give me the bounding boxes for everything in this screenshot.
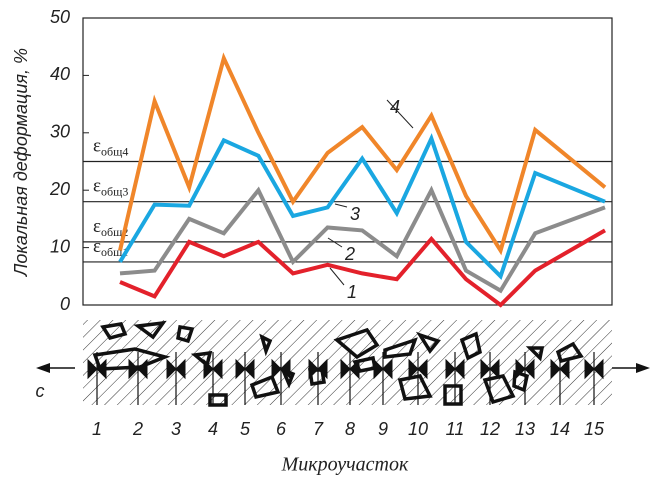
y-tick-label: 50 (50, 7, 70, 27)
y-tick-label: 30 (50, 122, 70, 142)
leader-line (328, 238, 342, 247)
reference-sub: общ4 (101, 144, 128, 158)
x-tick-label: 1 (92, 419, 102, 439)
x-tick-label: 12 (480, 419, 500, 439)
reference-symbol: ε (93, 136, 101, 157)
arrow-head (636, 363, 650, 373)
x-tick-label: 15 (584, 419, 605, 439)
arrow-head (36, 363, 50, 373)
reference-symbol: ε (93, 216, 101, 237)
x-tick-label: 11 (446, 419, 465, 439)
leader-line (330, 268, 344, 285)
x-tick-label: 13 (515, 419, 535, 439)
x-axis-title: Микроучасток (281, 454, 409, 476)
leader-line (335, 204, 347, 207)
series-label: 1 (347, 282, 357, 302)
x-tick-label: 10 (408, 419, 428, 439)
reference-sub: общ3 (101, 184, 128, 198)
y-tick-label: 20 (49, 179, 70, 199)
series-line (120, 139, 605, 277)
y-tick-label: 40 (50, 64, 70, 84)
x-tick-label: 9 (378, 419, 388, 439)
x-tick-label: 5 (240, 419, 251, 439)
y-axis-title: Локальная деформация, % (11, 48, 31, 277)
x-tick-label: 14 (550, 419, 570, 439)
reference-label: εобщ3 (93, 176, 128, 198)
y-tick-label: 0 (60, 294, 70, 314)
x-tick-label: 7 (313, 419, 324, 439)
x-tick-label: 3 (171, 419, 181, 439)
y-tick-label: 10 (50, 236, 70, 256)
x-tick-label: 4 (208, 419, 218, 439)
chart: c Локальная деформация, % Микроучасток 0… (0, 0, 652, 482)
reference-label: εобщ4 (93, 136, 128, 158)
reference-symbol: ε (93, 176, 101, 197)
x-tick-label: 6 (276, 419, 287, 439)
series-label: 3 (350, 204, 360, 224)
reference-symbol: ε (93, 236, 101, 257)
x-tick-label: 8 (345, 419, 355, 439)
side-label: c (36, 381, 45, 401)
series-label: 2 (344, 244, 355, 264)
x-tick-label: 2 (132, 419, 143, 439)
series-label: 4 (390, 97, 400, 117)
